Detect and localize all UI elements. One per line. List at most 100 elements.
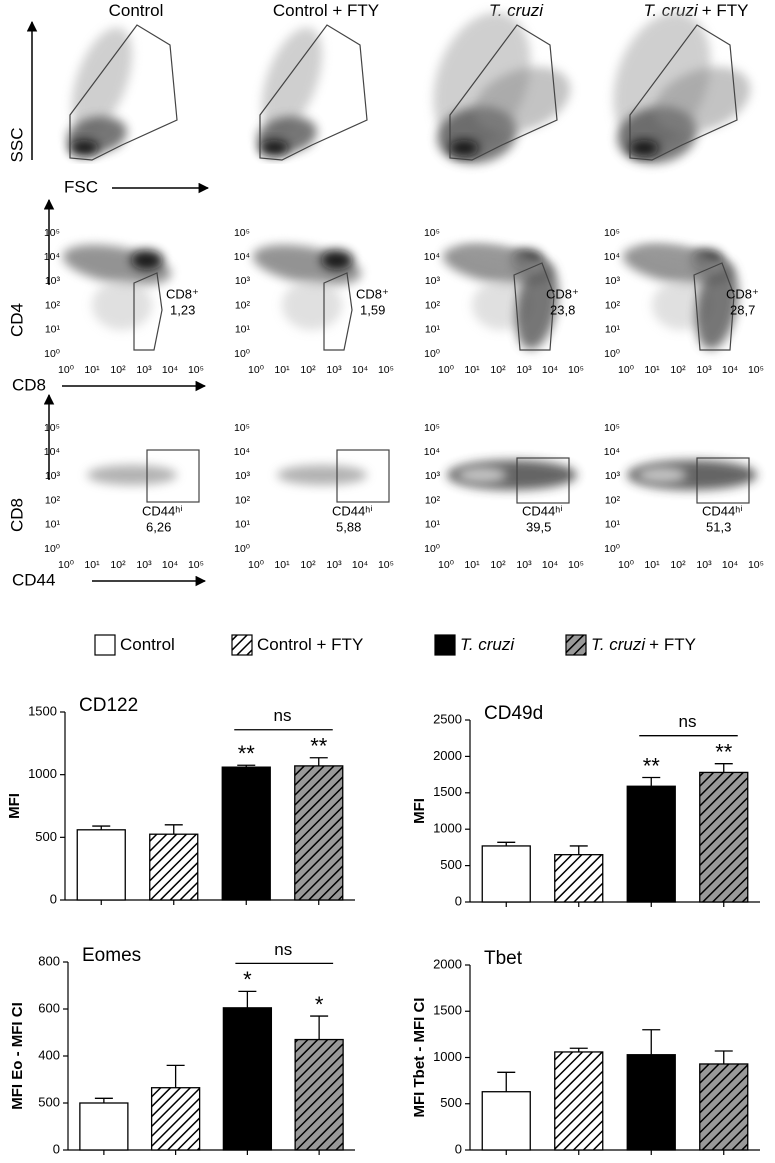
significance: ** <box>715 739 733 764</box>
y-tick-label: 2000 <box>433 956 462 971</box>
x-tick-label: 10⁰ <box>438 364 454 376</box>
x-tick-label: 10⁰ <box>438 559 454 571</box>
density-blob <box>282 280 342 330</box>
x-tick-label: 10⁴ <box>542 364 558 376</box>
error-bar <box>309 757 328 766</box>
density-blob <box>637 467 687 483</box>
bar <box>294 1038 344 1151</box>
column-header: Control <box>109 1 164 20</box>
x-tick-label: 10⁵ <box>748 559 764 571</box>
error-bar <box>569 845 588 855</box>
significance: * <box>315 992 324 1017</box>
x-tick-label: 10¹ <box>644 559 660 571</box>
y-tick-label: 10⁵ <box>604 422 620 434</box>
y-tick-label: 10⁴ <box>234 251 250 263</box>
gate <box>146 449 200 503</box>
y-tick-label: 1000 <box>433 1049 462 1064</box>
bar <box>699 1063 749 1151</box>
error-bar <box>92 825 111 830</box>
y-axis-label: CD4 <box>7 303 26 337</box>
x-tick-label: 10³ <box>516 364 532 376</box>
bar <box>481 1091 531 1151</box>
x-tick-label: 10¹ <box>84 364 100 376</box>
bar <box>626 785 676 903</box>
density-blob <box>277 465 367 485</box>
x-tick-label: 10² <box>670 559 686 571</box>
y-tick-label: 10¹ <box>605 324 621 336</box>
gate <box>259 24 368 161</box>
x-tick-label: 10² <box>490 559 506 571</box>
y-tick-label: 10⁵ <box>234 227 250 239</box>
error-bar <box>237 764 256 768</box>
x-tick-label: 10¹ <box>464 364 480 376</box>
bar <box>481 845 531 903</box>
y-tick-label: 10⁰ <box>44 543 60 555</box>
y-tick-label: 10⁵ <box>44 227 60 239</box>
bracket-label: ns <box>274 940 292 959</box>
gate-label: CD44ʰⁱ <box>332 503 373 518</box>
error-bar <box>714 1050 733 1064</box>
x-tick-label: 10² <box>670 364 686 376</box>
x-tick-label: 10⁰ <box>58 364 74 376</box>
density-blob <box>261 27 323 133</box>
density-blob <box>637 245 727 275</box>
y-tick-label: 10⁴ <box>234 446 250 458</box>
y-tick-label: 10⁴ <box>424 446 440 458</box>
bar <box>150 1087 201 1151</box>
gate-percent: 1,59 <box>360 302 385 317</box>
gate <box>449 24 558 161</box>
legend-label-part: Control + FTY <box>257 635 363 654</box>
y-tick-label: 10⁴ <box>44 446 60 458</box>
gate-percent: 28,7 <box>730 302 755 317</box>
y-tick-label: 10⁵ <box>234 422 250 434</box>
y-tick-label: 10² <box>235 299 251 311</box>
x-tick-label: 10⁴ <box>162 559 178 571</box>
legend-swatch <box>231 634 253 656</box>
y-axis-label: MFI <box>6 793 23 819</box>
x-tick-label: 10² <box>110 559 126 571</box>
x-tick-label: 10⁰ <box>618 364 634 376</box>
y-tick-label: 10⁴ <box>604 251 620 263</box>
x-tick-label: 10⁰ <box>618 559 634 571</box>
gate-percent: 23,8 <box>550 302 575 317</box>
gate <box>696 457 750 504</box>
gate-percent: 1,23 <box>170 302 195 317</box>
y-axis-label: SSC <box>7 128 26 163</box>
gate-label: CD8⁺ <box>166 286 199 301</box>
y-tick-label: 0 <box>50 891 57 906</box>
legend-label-part: Control <box>120 635 175 654</box>
y-tick-label: 10⁵ <box>44 422 60 434</box>
y-tick-label: 500 <box>440 857 462 872</box>
x-tick-label: 10³ <box>516 559 532 571</box>
legend-swatch <box>94 634 116 656</box>
x-tick-label: 10¹ <box>274 559 290 571</box>
y-tick-label: 10⁴ <box>44 251 60 263</box>
x-tick-label: 10⁴ <box>352 364 368 376</box>
y-tick-label: 0 <box>53 1141 60 1156</box>
x-tick-label: 10² <box>490 364 506 376</box>
error-bar <box>642 776 661 787</box>
y-tick-label: 10² <box>235 494 251 506</box>
y-tick-label: 0 <box>455 1141 462 1156</box>
x-tick-label: 10⁴ <box>162 364 178 376</box>
density-blob <box>457 245 547 275</box>
x-tick-label: 10³ <box>326 364 342 376</box>
density-blob <box>473 67 571 133</box>
x-tick-label: 10⁵ <box>568 559 584 571</box>
y-tick-label: 500 <box>35 829 57 844</box>
gate <box>336 449 390 503</box>
x-tick-label: 10⁵ <box>748 364 764 376</box>
density-blob <box>629 140 659 156</box>
legend-label: T. cruzi <box>460 635 515 654</box>
x-tick-label: 10² <box>300 559 316 571</box>
density-blob <box>515 260 559 350</box>
bar <box>222 1007 273 1151</box>
y-tick-label: 10⁴ <box>604 446 620 458</box>
gate <box>69 24 178 161</box>
legend-label-part: T. cruzi <box>460 635 515 654</box>
x-tick-label: 10⁰ <box>58 559 74 571</box>
x-tick-label: 10⁴ <box>722 364 738 376</box>
y-tick-label: 10³ <box>45 275 61 287</box>
bracket-label: ns <box>274 706 292 725</box>
